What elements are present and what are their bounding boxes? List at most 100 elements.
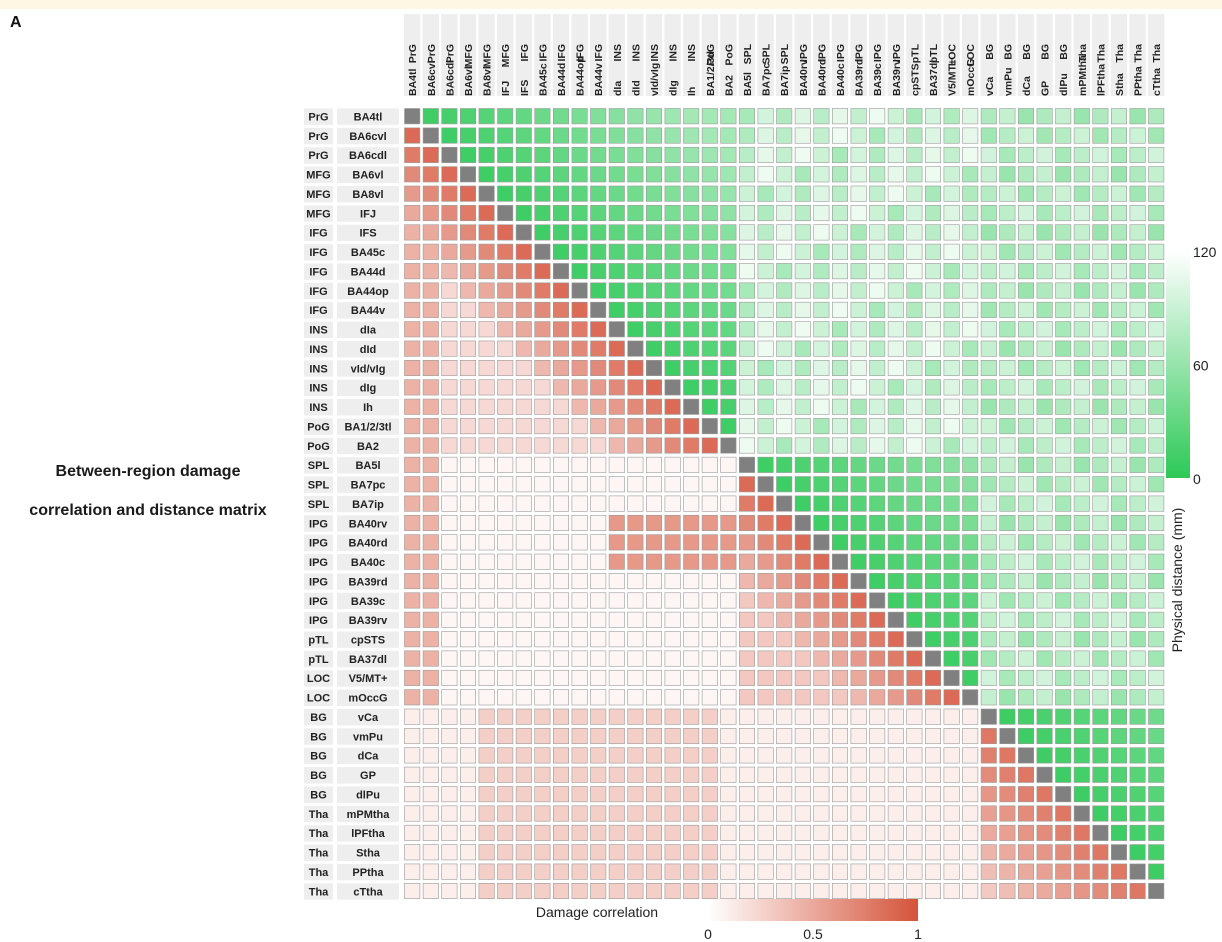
correlation-cell bbox=[794, 631, 811, 648]
correlation-cell bbox=[627, 398, 644, 415]
distance-cell bbox=[1092, 650, 1109, 667]
distance-cell bbox=[590, 127, 607, 144]
distance-cell bbox=[1017, 728, 1034, 745]
distance-cell bbox=[459, 127, 476, 144]
distance-cell bbox=[980, 689, 997, 706]
distance-cell bbox=[1129, 224, 1146, 241]
distance-cell bbox=[1111, 573, 1128, 590]
distance-cell bbox=[776, 476, 793, 493]
distance-cell bbox=[664, 243, 681, 260]
correlation-cell bbox=[404, 146, 421, 163]
distance-cell bbox=[1148, 669, 1165, 686]
column-header-bg bbox=[422, 14, 439, 96]
correlation-cell bbox=[422, 708, 439, 725]
correlation-cell bbox=[794, 534, 811, 551]
correlation-cell bbox=[459, 398, 476, 415]
correlation-cell bbox=[515, 476, 532, 493]
distance-cell bbox=[1129, 708, 1146, 725]
heatmap-cells bbox=[404, 108, 1165, 899]
distance-cell bbox=[1129, 514, 1146, 531]
column-region-label: BA5l bbox=[742, 72, 754, 96]
distance-cell bbox=[980, 669, 997, 686]
column-group-label: INS bbox=[612, 44, 624, 62]
distance-cell bbox=[1148, 650, 1165, 667]
distance-cell bbox=[869, 185, 886, 202]
distance-cell bbox=[794, 476, 811, 493]
distance-cell bbox=[757, 456, 774, 473]
distance-cell bbox=[1036, 708, 1053, 725]
distance-cell bbox=[906, 108, 923, 125]
distance-cell bbox=[794, 379, 811, 396]
correlation-cell bbox=[422, 360, 439, 377]
distance-cell bbox=[1129, 379, 1146, 396]
correlation-cell bbox=[534, 611, 551, 628]
distance-cell bbox=[1111, 631, 1128, 648]
distance-cell bbox=[813, 243, 830, 260]
distance-cell bbox=[738, 379, 755, 396]
distance-cell bbox=[1111, 689, 1128, 706]
distance-cell bbox=[980, 398, 997, 415]
correlation-cell bbox=[422, 669, 439, 686]
correlation-cell bbox=[645, 456, 662, 473]
correlation-cell bbox=[590, 708, 607, 725]
correlation-cell bbox=[1073, 882, 1090, 899]
correlation-cell bbox=[478, 708, 495, 725]
correlation-cell bbox=[422, 398, 439, 415]
correlation-cell bbox=[887, 863, 904, 880]
distance-cell bbox=[720, 263, 737, 280]
distance-cell bbox=[850, 243, 867, 260]
row-region-bg bbox=[337, 495, 399, 513]
correlation-cell bbox=[515, 766, 532, 783]
distance-cell bbox=[962, 495, 979, 512]
correlation-cell bbox=[757, 863, 774, 880]
correlation-cell bbox=[1017, 824, 1034, 841]
correlation-cell bbox=[571, 301, 588, 318]
distance-cell bbox=[720, 224, 737, 241]
correlation-cell bbox=[515, 611, 532, 628]
distance-cell bbox=[1129, 689, 1146, 706]
correlation-cell bbox=[924, 882, 941, 899]
distance-cell bbox=[627, 243, 644, 260]
correlation-cell bbox=[794, 728, 811, 745]
correlation-cell bbox=[701, 631, 718, 648]
correlation-cell bbox=[924, 863, 941, 880]
distance-cell bbox=[1073, 669, 1090, 686]
correlation-cell bbox=[850, 669, 867, 686]
distance-cell bbox=[943, 301, 960, 318]
correlation-cell bbox=[627, 805, 644, 822]
distance-cell bbox=[906, 514, 923, 531]
distance-cell bbox=[1148, 708, 1165, 725]
row-region-label: BA45c bbox=[351, 247, 385, 259]
correlation-cell bbox=[404, 728, 421, 745]
row-group-bg bbox=[304, 805, 333, 823]
correlation-cell bbox=[478, 747, 495, 764]
correlation-cell bbox=[664, 573, 681, 590]
distance-cell bbox=[1092, 340, 1109, 357]
distance-cell bbox=[552, 205, 569, 222]
row-region-label: cTtha bbox=[353, 886, 383, 898]
correlation-cell bbox=[701, 592, 718, 609]
row-group-label: pTL bbox=[308, 654, 328, 666]
distance-cell bbox=[1129, 127, 1146, 144]
correlation-cell bbox=[404, 321, 421, 338]
column-header-bg bbox=[813, 14, 830, 96]
correlation-cell bbox=[943, 747, 960, 764]
distance-cell bbox=[980, 456, 997, 473]
diagonal-cell bbox=[757, 476, 774, 493]
distance-cell bbox=[962, 398, 979, 415]
correlation-cell bbox=[645, 495, 662, 512]
correlation-cell bbox=[776, 747, 793, 764]
row-region-bg bbox=[337, 457, 399, 474]
distance-cell bbox=[683, 263, 700, 280]
distance-cell bbox=[887, 301, 904, 318]
correlation-cell bbox=[720, 534, 737, 551]
distance-cell bbox=[962, 573, 979, 590]
diagonal-cell bbox=[794, 514, 811, 531]
distance-cell bbox=[1092, 263, 1109, 280]
correlation-cell bbox=[627, 708, 644, 725]
correlation-cell bbox=[478, 495, 495, 512]
distance-cell bbox=[1055, 301, 1072, 318]
row-group-bg bbox=[304, 147, 333, 164]
correlation-cell bbox=[645, 476, 662, 493]
distance-cell bbox=[1017, 476, 1034, 493]
